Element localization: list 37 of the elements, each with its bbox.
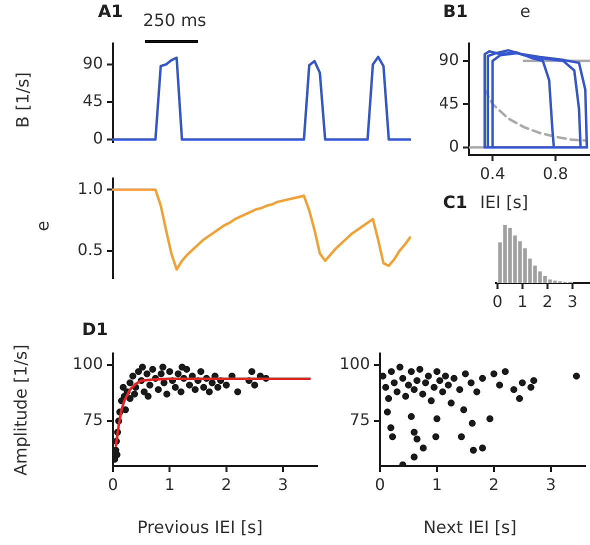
y-tick-label: 100	[339, 354, 370, 373]
x-tick-label: 1	[517, 292, 528, 311]
y-tick-label: 75	[82, 410, 103, 430]
x-tick-label: 0	[374, 474, 386, 494]
chart-title: A1	[98, 2, 123, 22]
y-tick-label: 90	[438, 50, 459, 70]
x-tick-label: 0	[108, 474, 118, 494]
x-tick-label: 3	[567, 292, 578, 311]
x-tick-label: 0	[492, 292, 503, 311]
chart-title: D1	[82, 320, 108, 340]
x-tick-label: 2	[488, 474, 499, 494]
x-tick-label: 0.8	[542, 164, 568, 183]
y-tick-label: 90	[82, 54, 103, 73]
x-tick-label: 1	[164, 474, 175, 494]
y-axis-title: B [1/s]	[14, 72, 34, 128]
x-axis-title: e	[520, 2, 530, 22]
text: 250 ms	[143, 11, 206, 31]
y-tick-label: 0	[448, 136, 459, 156]
x-tick-label: 2	[221, 474, 232, 494]
x-axis-title: Previous IEI [s]	[137, 518, 263, 538]
y-tick-label: 1.0	[78, 178, 103, 198]
x-tick-label: 0.4	[480, 164, 506, 183]
chart-title: C1	[443, 193, 468, 213]
x-axis-title: IEI [s]	[480, 193, 528, 213]
y-tick-label: 75	[350, 410, 370, 430]
y-tick-label: 0	[92, 128, 103, 148]
y-axis-title: Amplitude [1/s]	[12, 344, 32, 476]
x-tick-label: 3	[546, 474, 556, 494]
y-tick-label: 45	[82, 91, 103, 110]
y-axis-title: e	[34, 220, 54, 232]
x-tick-label: 1	[432, 474, 442, 494]
chart-title: B1	[443, 2, 468, 22]
y-tick-label: 100	[72, 354, 103, 373]
y-tick-label: 0.5	[78, 240, 103, 260]
x-tick-label: 3	[278, 474, 288, 494]
x-axis-title: Next IEI [s]	[423, 518, 517, 538]
x-tick-label: 2	[542, 292, 553, 311]
